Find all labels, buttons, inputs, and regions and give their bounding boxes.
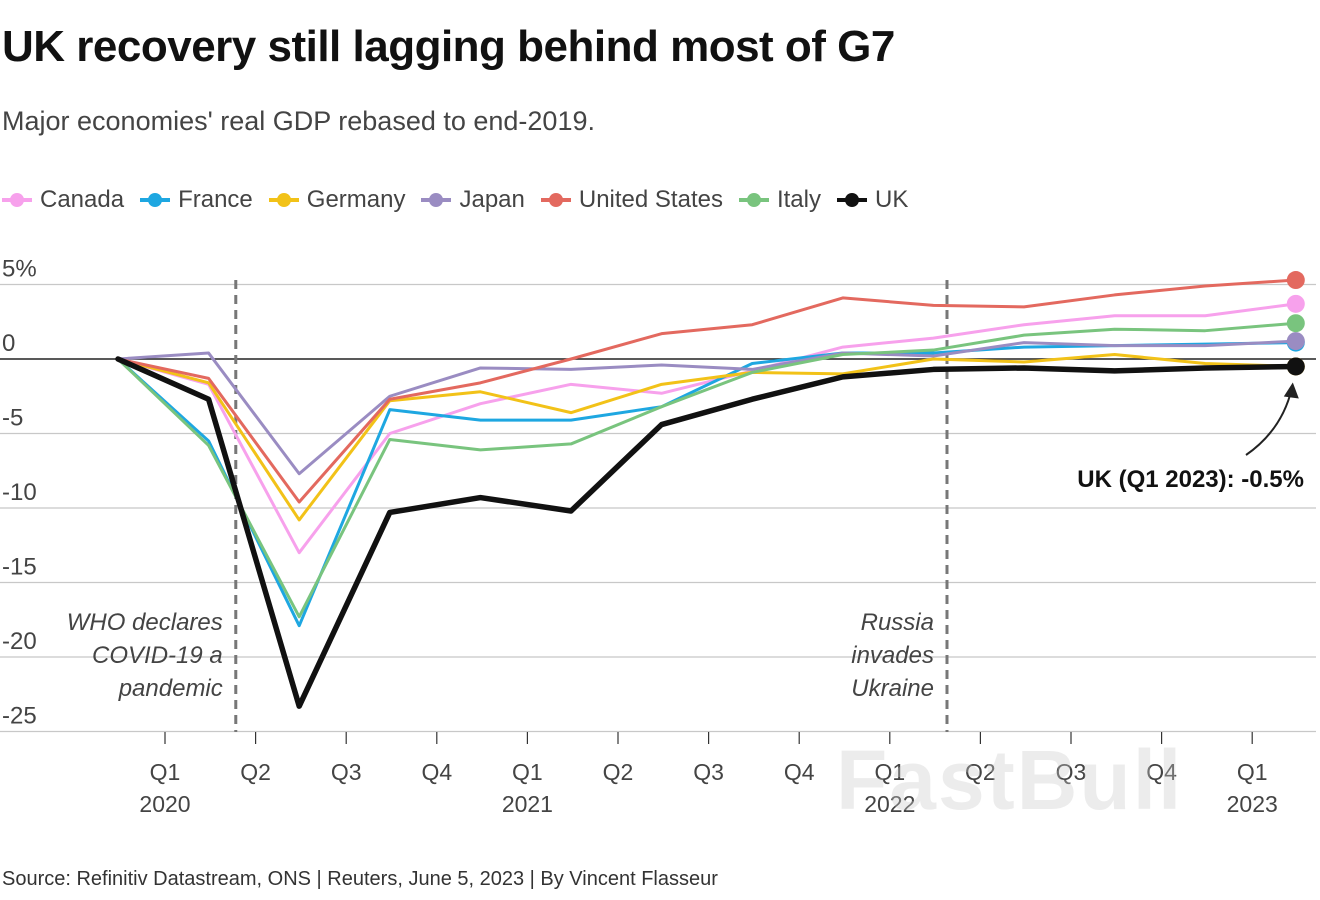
x-axis: Q1 2020 Q2 Q3 Q4 Q1 2021 Q2 Q3 Q4 Q1 2022 Q2 Q3 Q4 Q1 20… bbox=[139, 732, 1278, 817]
y-tick-label: -25 bbox=[2, 703, 37, 730]
x-tick-label: Q1 bbox=[874, 759, 905, 785]
y-tick-label: -5 bbox=[2, 405, 23, 432]
event-label: pandemic bbox=[118, 675, 223, 702]
y-tick-label: -20 bbox=[2, 628, 37, 655]
chart-legend: Canada France Germany Japan United States Ita… bbox=[2, 186, 924, 214]
y-tick-label: -15 bbox=[2, 554, 37, 581]
series-line-canada bbox=[116, 302, 1298, 555]
series-line-united-states bbox=[116, 278, 1298, 504]
legend-swatch bbox=[836, 193, 867, 207]
x-tick-label: Q3 bbox=[1056, 759, 1087, 785]
chart-subtitle: Major economies' real GDP rebased to end… bbox=[2, 106, 595, 136]
legend-swatch bbox=[540, 193, 571, 207]
legend-item-italy: Italy bbox=[738, 186, 821, 214]
legend-swatch bbox=[2, 193, 32, 207]
y-gridlines: 5% 0 -5 -10 -15 -20 -25 bbox=[0, 256, 1316, 733]
legend-item-canada: Canada bbox=[2, 186, 124, 214]
legend-swatch bbox=[421, 193, 452, 207]
source-note: Source: Refinitiv Datastream, ONS | Reut… bbox=[2, 868, 718, 890]
legend-item-japan: Japan bbox=[421, 186, 525, 214]
event-label: WHO declares bbox=[67, 609, 223, 636]
legend-label: Italy bbox=[776, 186, 821, 213]
series-line-japan bbox=[116, 339, 1298, 476]
x-tick-label: Q3 bbox=[693, 759, 724, 785]
endpoint-dot-italy bbox=[1286, 314, 1305, 333]
y-tick-label: 0 bbox=[2, 330, 15, 357]
x-tick-label: Q2 bbox=[965, 759, 996, 785]
legend-label: Japan bbox=[459, 186, 525, 213]
annotation-label: UK (Q1 2023): -0.5% bbox=[1077, 466, 1304, 493]
legend-label: France bbox=[178, 186, 253, 213]
legend-item-germany: Germany bbox=[268, 186, 406, 214]
series-line-germany bbox=[116, 353, 1298, 522]
event-label: invades bbox=[851, 642, 934, 669]
annotation-arrowhead bbox=[1283, 382, 1299, 399]
legend-item-uk: UK bbox=[836, 186, 909, 214]
legend-label: Canada bbox=[40, 186, 125, 213]
endpoint-dot-japan bbox=[1286, 332, 1305, 351]
x-year-label: 2023 bbox=[1227, 791, 1278, 817]
x-tick-label: Q4 bbox=[1146, 759, 1177, 785]
y-tick-label: -10 bbox=[2, 479, 37, 506]
legend-item-united-states: United States bbox=[540, 186, 723, 214]
x-tick-label: Q2 bbox=[603, 759, 634, 785]
legend-label: United States bbox=[578, 186, 723, 213]
x-tick-label: Q1 bbox=[512, 759, 543, 785]
endpoint-dot-united-states bbox=[1286, 271, 1305, 290]
x-year-label: 2022 bbox=[864, 791, 915, 817]
event-markers: WHO declares COVID-19 a pandemic Russia inva… bbox=[67, 280, 949, 732]
series-lines bbox=[115, 271, 1305, 709]
event-label: Russia bbox=[861, 609, 934, 636]
x-year-label: 2021 bbox=[502, 791, 553, 817]
chart-title: UK recovery still lagging behind most of… bbox=[2, 22, 895, 71]
x-tick-label: Q2 bbox=[240, 759, 271, 785]
endpoint-dot-canada bbox=[1286, 294, 1305, 313]
series-line-uk bbox=[115, 356, 1299, 709]
legend-swatch bbox=[738, 193, 769, 207]
legend-swatch bbox=[140, 193, 171, 207]
annotation-arrow bbox=[1245, 388, 1293, 456]
legend-label: Germany bbox=[306, 186, 406, 213]
x-tick-label: Q3 bbox=[331, 759, 362, 785]
x-tick-label: Q1 bbox=[1237, 759, 1268, 785]
x-tick-label: Q4 bbox=[784, 759, 815, 785]
x-tick-label: Q4 bbox=[421, 759, 452, 785]
series-line-italy bbox=[116, 321, 1298, 619]
endpoint-dot-uk bbox=[1286, 357, 1305, 376]
event-label: COVID-19 a bbox=[92, 642, 223, 669]
x-tick-label: Q1 bbox=[150, 759, 181, 785]
x-year-label: 2020 bbox=[139, 791, 190, 817]
legend-item-france: France bbox=[140, 186, 253, 214]
legend-swatch bbox=[268, 193, 299, 207]
legend-label: UK bbox=[874, 186, 909, 213]
line-chart: 5% 0 -5 -10 -15 -20 -25 WHO declares COVID-19 a… bbox=[0, 256, 1316, 817]
uk-annotation: UK (Q1 2023): -0.5% bbox=[1077, 382, 1304, 493]
watermark-logo: FastBull bbox=[836, 733, 1184, 827]
y-tick-label: 5% bbox=[2, 256, 37, 283]
event-label: Ukraine bbox=[851, 675, 934, 702]
